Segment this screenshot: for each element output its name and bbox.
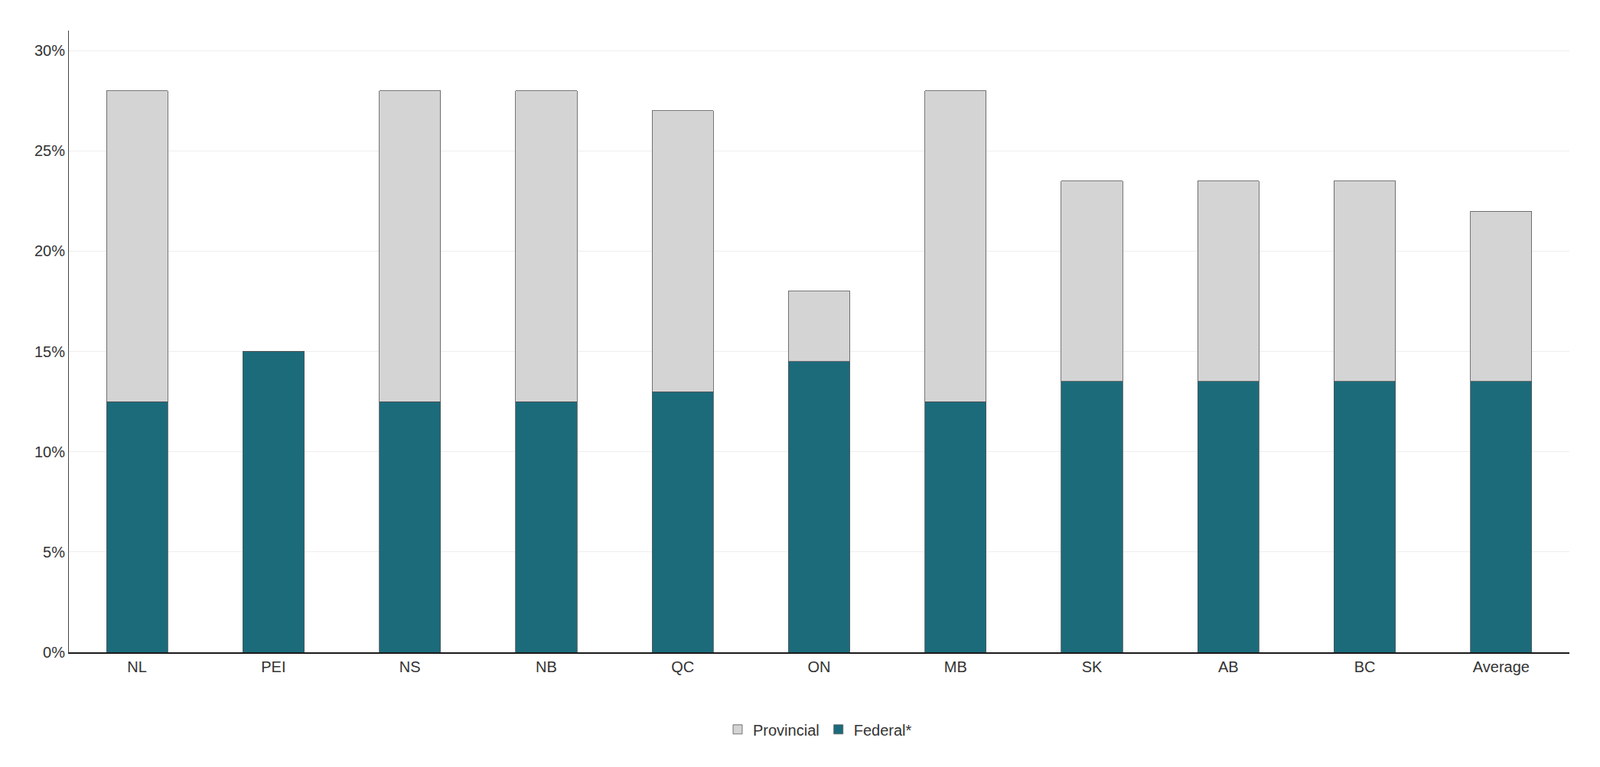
svg-text:ON: ON: [808, 658, 831, 676]
svg-text:5%: 5%: [42, 544, 66, 561]
svg-text:0%: 0%: [42, 644, 66, 662]
svg-text:SK: SK: [1081, 658, 1103, 676]
svg-text:PEI: PEI: [260, 658, 286, 676]
svg-text:AB: AB: [1218, 658, 1239, 676]
svg-text:NS: NS: [399, 658, 421, 676]
svg-text:30%: 30%: [34, 42, 66, 59]
svg-text:10%: 10%: [34, 443, 66, 461]
svg-text:NL: NL: [127, 658, 147, 676]
svg-text:Federal*: Federal*: [853, 722, 913, 740]
svg-text:NB: NB: [535, 658, 558, 676]
svg-text:15%: 15%: [34, 343, 66, 361]
svg-text:Provincial: Provincial: [752, 722, 820, 740]
svg-text:Average: Average: [1472, 658, 1530, 676]
svg-text:20%: 20%: [34, 242, 66, 260]
svg-text:QC: QC: [671, 658, 695, 676]
svg-text:BC: BC: [1354, 658, 1376, 676]
svg-text:25%: 25%: [34, 142, 66, 160]
svg-text:MB: MB: [944, 658, 968, 676]
